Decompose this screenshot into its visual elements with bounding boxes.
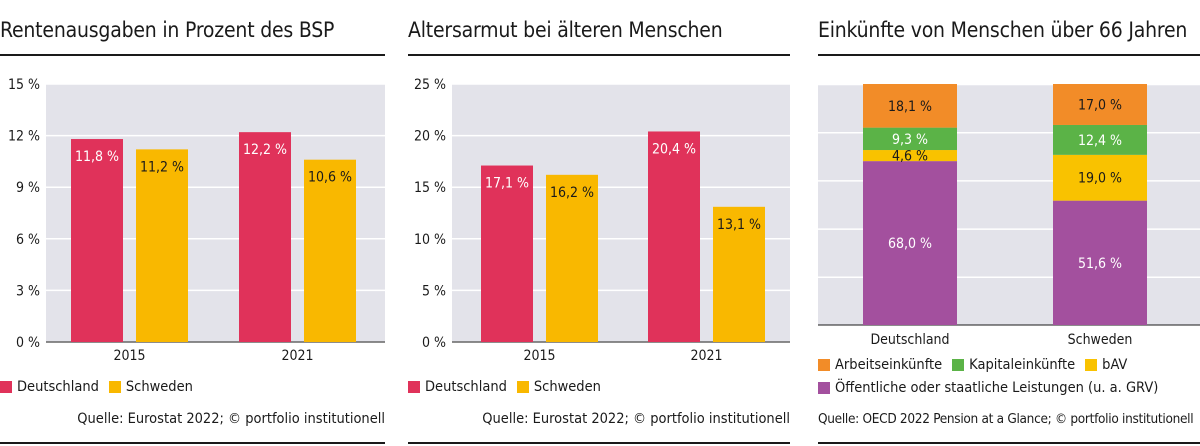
segment-3-schweden: [1053, 84, 1147, 125]
legend-swatch-arbeit: [818, 359, 830, 371]
legend: Deutschland Schweden: [0, 379, 203, 395]
legend-label: Arbeitseinkünfte: [835, 357, 943, 373]
y-tick-label: 12 %: [8, 129, 40, 145]
legend-swatch-schweden: [516, 381, 529, 393]
data-label: 17,0 %: [1078, 97, 1122, 113]
legend-item-arbeit: Arbeitseinkünfte: [818, 357, 942, 373]
legend-item-bav: bAV: [1085, 357, 1127, 373]
legend-label: Deutschland: [17, 379, 99, 395]
bar-deutschland-2021: [648, 131, 700, 342]
legend-swatch-deutschland: [408, 381, 420, 393]
bar-deutschland-2015: [71, 139, 123, 342]
bar-deutschland-2021: [239, 132, 291, 342]
x-tick-label: 2021: [690, 348, 722, 364]
bottom-rule: [0, 442, 385, 444]
panel-einkuenfte: Einkünfte von Menschen über 66 Jahren 68…: [818, 0, 1200, 446]
y-tick-label: 6 %: [16, 232, 40, 248]
legend-label: Schweden: [533, 379, 601, 395]
data-label: 51,6 %: [1078, 256, 1122, 272]
data-label: 17,1 %: [485, 176, 529, 192]
y-tick-label: 20 %: [414, 129, 446, 145]
bottom-rule: [818, 442, 1200, 444]
legend-item-schweden: Schweden: [108, 379, 193, 395]
source-note: Quelle: Eurostat 2022; © portfolio insti…: [77, 411, 385, 427]
x-tick-label: 2015: [523, 348, 555, 364]
bar-schweden-2015: [136, 149, 188, 342]
chart-title: Einkünfte von Menschen über 66 Jahren: [818, 18, 1188, 42]
bar-deutschland-2015: [481, 165, 533, 342]
bottom-rule: [408, 442, 790, 444]
panel-altersarmut: Altersarmut bei älteren Menschen 0 % 5 % 1…: [408, 0, 790, 446]
top-rule: [408, 54, 790, 56]
legend-item-schweden: Schweden: [516, 379, 601, 395]
legend-swatch-bav: [1085, 359, 1098, 371]
y-tick-label: 3 %: [16, 283, 40, 299]
y-tick-label: 15 %: [8, 77, 40, 93]
legend-label: Schweden: [125, 379, 193, 395]
panel-rentenausgaben: Rentenausgaben in Prozent des BSP 0 % 3 %…: [0, 0, 385, 446]
legend-label: Kapitaleinkünfte: [969, 357, 1076, 373]
data-label: 9,3 %: [892, 132, 928, 148]
data-label: 68,0 %: [888, 236, 932, 252]
chart-einkuenfte: 68,0 % 4,6 %9,3 % 18,1 % Deutschland 51,6 % 1…: [818, 83, 1200, 348]
y-tick-label: 10 %: [414, 232, 446, 248]
top-rule: [0, 54, 385, 56]
y-tick-label: 15 %: [414, 180, 446, 196]
legend-swatch-schweden: [108, 381, 121, 393]
legend-label: Öffentliche oder staatliche Leistungen (…: [835, 380, 1159, 396]
x-tick-label: Deutschland: [870, 332, 949, 348]
data-label: 16,2 %: [550, 185, 594, 201]
segment-2-schweden: [1053, 124, 1147, 155]
data-label: 12,2 %: [243, 142, 287, 158]
bar-schweden-2021: [304, 159, 356, 342]
y-tick-label: 9 %: [16, 180, 40, 196]
bar-schweden-2021: [713, 206, 765, 342]
data-label: 11,8 %: [75, 149, 119, 165]
data-label: 10,6 %: [308, 170, 352, 186]
legend-swatch-kapital: [952, 359, 965, 371]
legend-row-2: Öffentliche oder staatliche Leistungen (…: [818, 380, 1168, 396]
x-tick-label: 2015: [113, 348, 145, 364]
segment-1-deutschland: [863, 150, 957, 162]
y-tick-label: 25 %: [414, 77, 446, 93]
top-rule: [818, 54, 1200, 56]
data-label: 11,2 %: [140, 159, 184, 175]
chart-title: Rentenausgaben in Prozent des BSP: [0, 18, 335, 42]
legend-item-kapital: Kapitaleinkünfte: [952, 357, 1075, 373]
data-label: 12,4 %: [1078, 133, 1122, 149]
y-tick-label: 0 %: [16, 335, 40, 351]
segment-3-deutschland: [863, 84, 957, 128]
source-note: Quelle: Eurostat 2022; © portfolio insti…: [482, 411, 790, 427]
legend-swatch-deutschland: [0, 381, 12, 393]
bar-schweden-2015: [546, 174, 598, 342]
legend-label: Deutschland: [425, 379, 507, 395]
data-label: 20,4 %: [652, 141, 696, 157]
segment-0-schweden: [1053, 200, 1147, 325]
data-label: 4,6 %: [892, 149, 928, 165]
legend: Deutschland Schweden: [408, 379, 611, 395]
legend-item-deutschland: Deutschland: [0, 379, 99, 395]
data-label: 13,1 %: [717, 217, 761, 233]
x-tick-label: 2021: [281, 348, 313, 364]
x-tick-label: Schweden: [1068, 332, 1133, 348]
legend-item-deutschland: Deutschland: [408, 379, 507, 395]
segment-1-schweden: [1053, 154, 1147, 201]
legend-label: bAV: [1102, 357, 1128, 373]
legend-item-oeffentlich: Öffentliche oder staatliche Leistungen (…: [818, 380, 1158, 396]
segment-0-deutschland: [863, 161, 957, 325]
legend-swatch-oeffentlich: [818, 382, 830, 394]
segment-2-deutschland: [863, 127, 957, 151]
y-tick-label: 0 %: [422, 335, 446, 351]
data-label: 18,1 %: [888, 99, 932, 115]
data-label: 19,0 %: [1078, 171, 1122, 187]
chart-altersarmut: 0 % 5 % 10 % 15 % 20 % 25 % 17,1 % 16,2 % 2015 20…: [414, 77, 790, 364]
chart-title: Altersarmut bei älteren Menschen: [408, 18, 723, 42]
chart-rentenausgaben: 0 % 3 % 6 % 9 % 12 % 15 % 11,8 % 11,2 % 2015 12,2…: [8, 77, 385, 364]
y-tick-label: 5 %: [422, 283, 446, 299]
legend: Arbeitseinkünfte Kapitaleinkünfte bAV: [818, 357, 1137, 373]
source-note: Quelle: OECD 2022 Pension at a Glance; ©…: [818, 411, 1194, 427]
